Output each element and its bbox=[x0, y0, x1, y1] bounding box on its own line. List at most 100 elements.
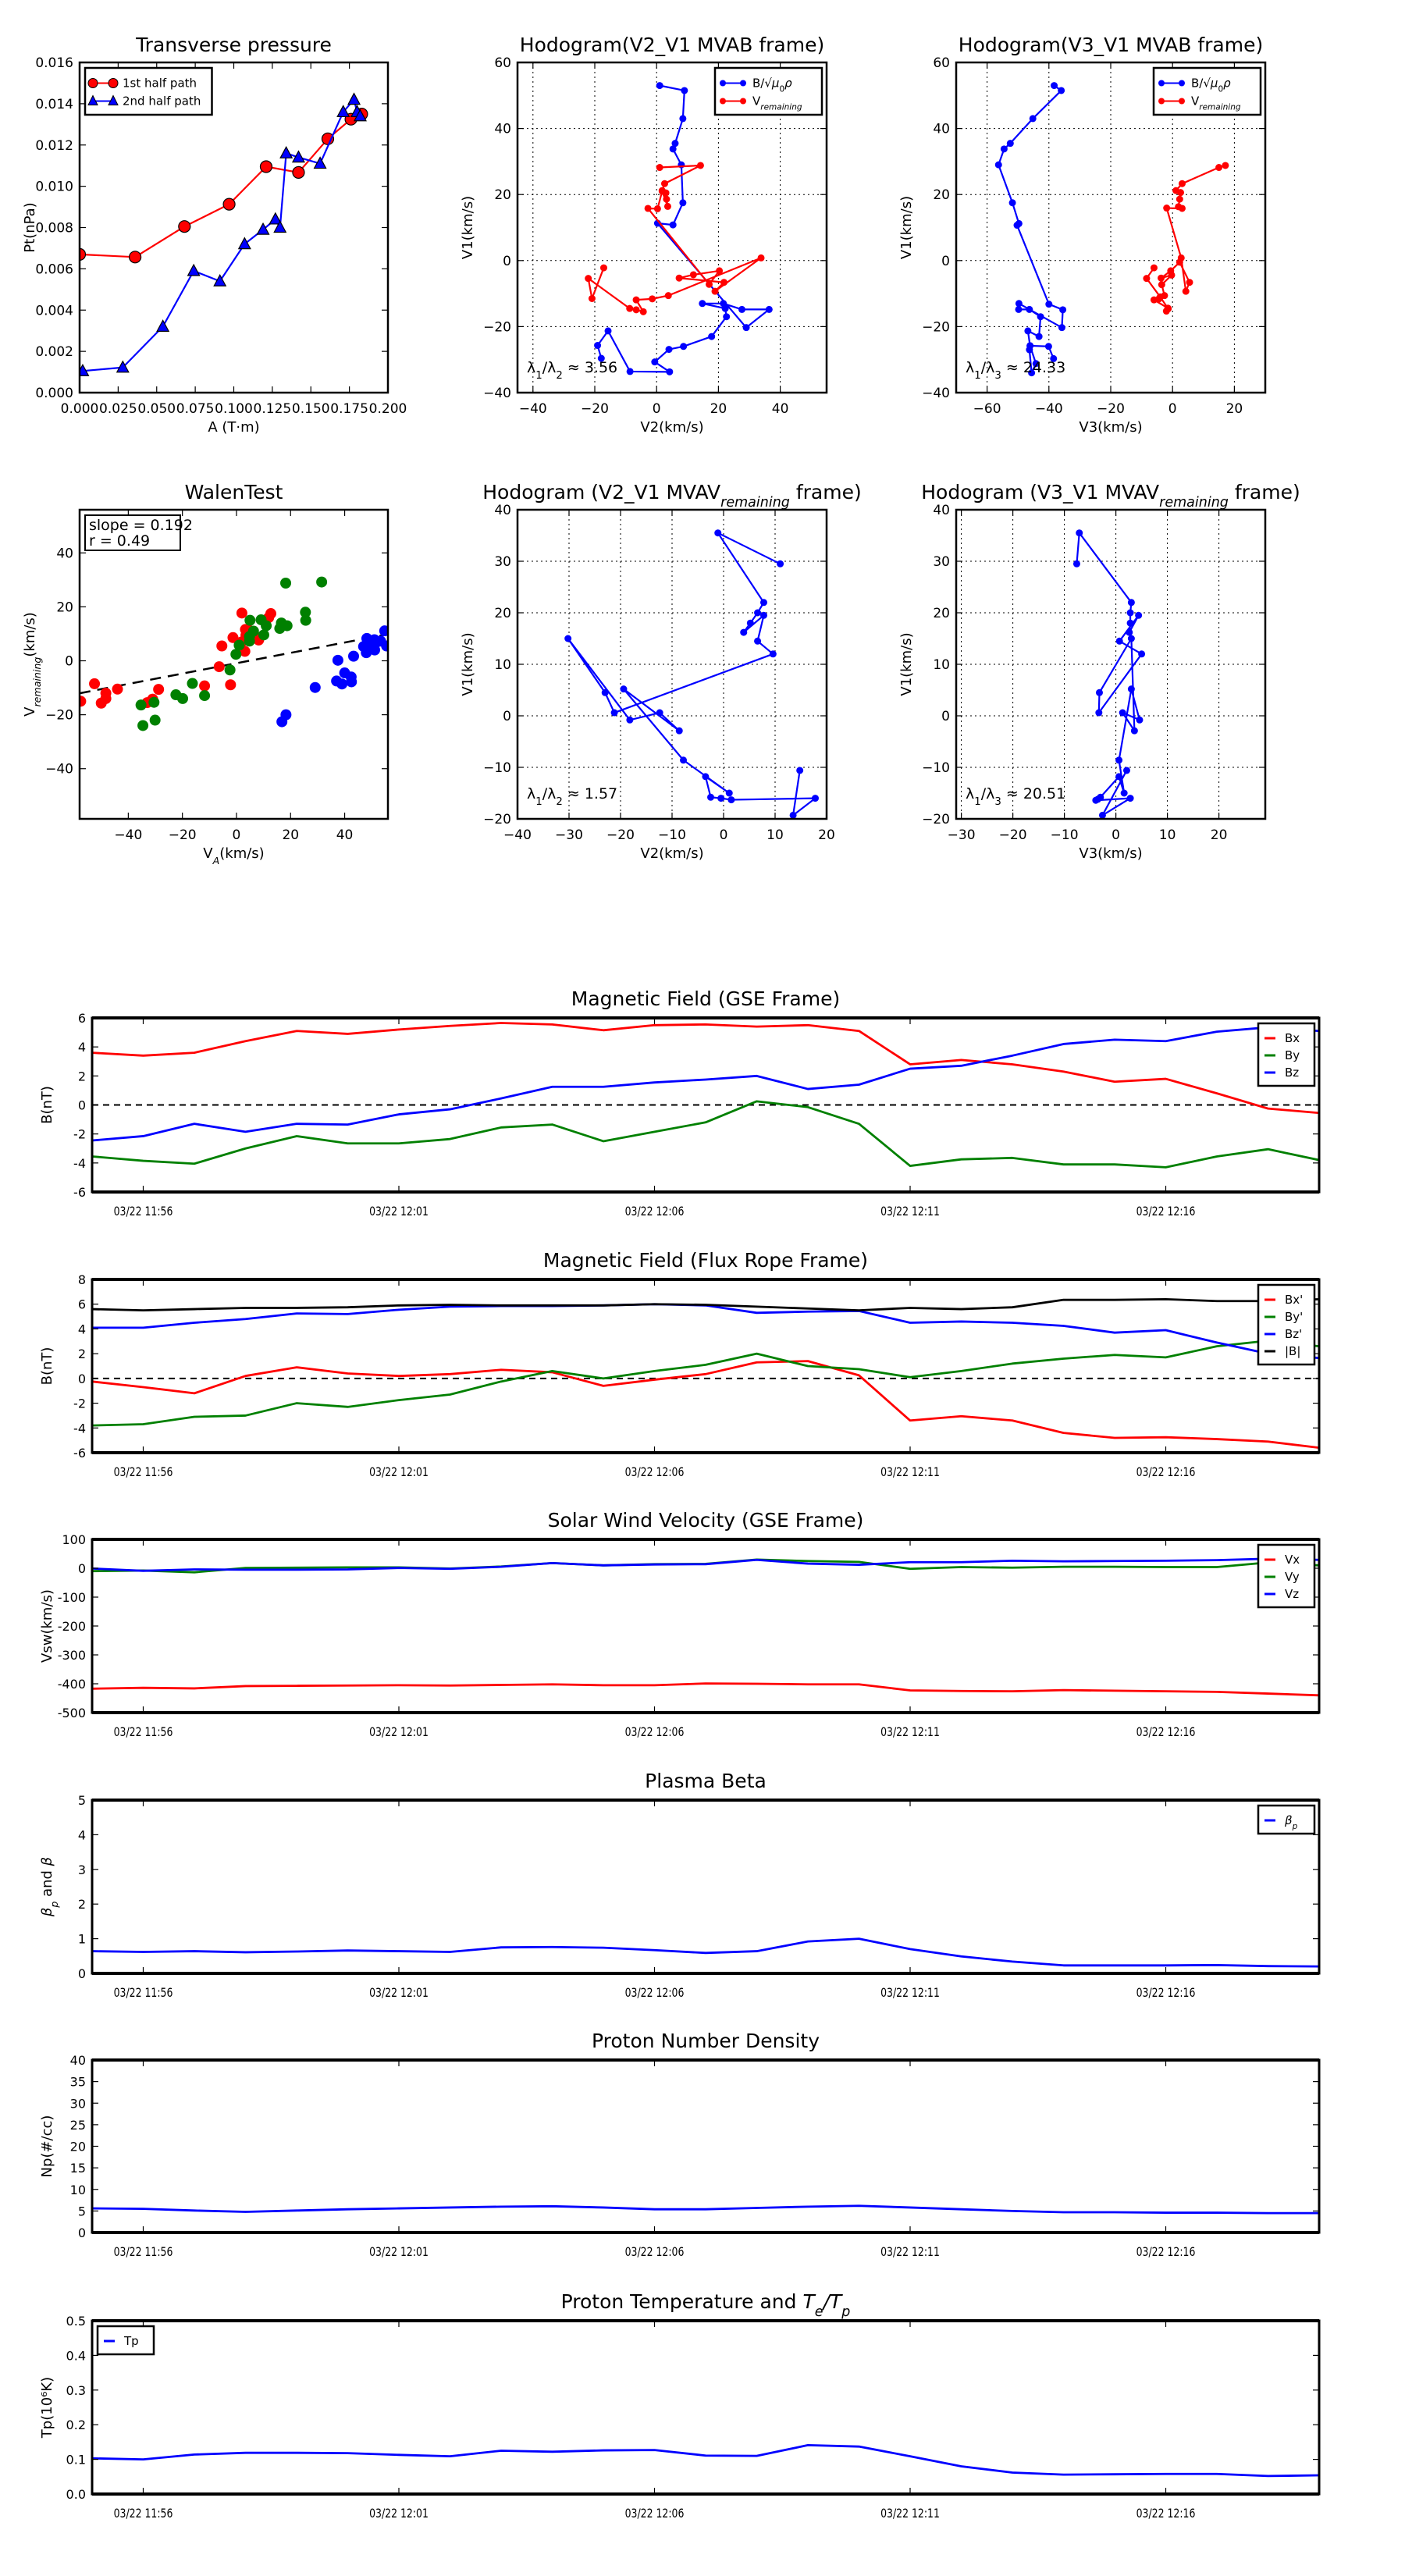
legend-label: Bx bbox=[1285, 1031, 1300, 1045]
y-tick-label: −20 bbox=[922, 812, 950, 827]
y-tick-label: 0.012 bbox=[35, 138, 73, 154]
legend-marker bbox=[740, 98, 746, 105]
data-point bbox=[721, 304, 729, 312]
y-tick-label: 30 bbox=[933, 554, 950, 570]
legend-label: Vx bbox=[1285, 1553, 1300, 1567]
data-point bbox=[727, 796, 735, 804]
y-tick-label: 5 bbox=[78, 1793, 86, 1808]
axes-frame bbox=[91, 1799, 1321, 1975]
y-tick-label: −10 bbox=[922, 760, 950, 776]
data-point bbox=[1150, 296, 1158, 304]
data-point bbox=[665, 346, 673, 354]
axes-frame bbox=[91, 2319, 1321, 2496]
data-point bbox=[1130, 727, 1138, 735]
data-point bbox=[178, 220, 191, 233]
eigenvalue-ratio-label: λ1/λ2 ≈ 1.57 bbox=[527, 785, 617, 808]
y-tick-label: 0.1 bbox=[66, 2453, 86, 2467]
data-point bbox=[1026, 342, 1034, 350]
y-tick-label: -2 bbox=[73, 1397, 86, 1411]
legend: βp bbox=[1257, 1804, 1316, 1835]
data-point bbox=[1115, 756, 1123, 764]
x-tick-label: 20 bbox=[710, 401, 727, 417]
plot-area bbox=[80, 92, 368, 376]
y-tick-label: 0.010 bbox=[35, 180, 73, 195]
series-line-|B| bbox=[92, 1297, 1319, 1312]
data-point bbox=[1072, 560, 1080, 568]
data-point bbox=[259, 160, 273, 173]
y-tick-label: 0 bbox=[941, 254, 950, 269]
data-point bbox=[1143, 275, 1151, 283]
data-point bbox=[1222, 162, 1229, 169]
y-tick-label: 20 bbox=[933, 606, 950, 621]
data-point bbox=[759, 599, 767, 607]
x-tick-label: −20 bbox=[606, 827, 635, 843]
data-point bbox=[626, 304, 634, 312]
y-tick-label: 40 bbox=[494, 503, 511, 518]
x-axis-label: A (T·m) bbox=[208, 419, 259, 436]
data-point bbox=[300, 614, 311, 626]
y-tick-label: 0 bbox=[503, 709, 511, 724]
data-point bbox=[740, 628, 748, 636]
data-point bbox=[1045, 301, 1053, 308]
x-tick-label: 0.050 bbox=[137, 401, 176, 417]
x-tick-label: 0.150 bbox=[292, 401, 330, 417]
x-tick-label: 03/22 12:06 bbox=[625, 1726, 685, 1740]
x-axis-label: VA(km/s) bbox=[203, 845, 264, 866]
x-tick-label: 0.175 bbox=[330, 401, 368, 417]
plot-area bbox=[92, 1297, 1319, 1450]
y-tick-label: 0.3 bbox=[66, 2383, 86, 2398]
data-point bbox=[669, 221, 677, 229]
legend-label: |B| bbox=[1285, 1344, 1300, 1358]
data-point bbox=[1059, 306, 1067, 314]
x-tick-label: −10 bbox=[658, 827, 686, 843]
data-point bbox=[230, 649, 242, 660]
y-tick-label: 0.4 bbox=[66, 2348, 86, 2363]
data-point bbox=[610, 709, 618, 717]
y-tick-label: 10 bbox=[933, 657, 950, 673]
data-point bbox=[1008, 199, 1016, 207]
data-point bbox=[1024, 327, 1032, 335]
legend-marker bbox=[108, 78, 119, 88]
data-point bbox=[599, 264, 607, 272]
data-point bbox=[100, 692, 112, 704]
data-point bbox=[994, 161, 1002, 169]
data-point bbox=[216, 640, 228, 652]
y-tick-label: 20 bbox=[494, 606, 511, 621]
x-tick-label: 03/22 12:11 bbox=[880, 2246, 940, 2260]
data-point bbox=[601, 688, 609, 696]
data-point bbox=[1028, 369, 1036, 377]
legend-label: B/√μ0ρ bbox=[1191, 76, 1231, 94]
data-point bbox=[811, 795, 819, 802]
y-tick-label: -2 bbox=[73, 1127, 86, 1142]
series-line-2nd half path bbox=[82, 98, 361, 372]
data-point bbox=[680, 756, 688, 764]
chart-title: Magnetic Field (GSE Frame) bbox=[571, 987, 840, 1010]
y-tick-label: 4 bbox=[78, 1040, 86, 1055]
y-tick-label: 0 bbox=[78, 1966, 86, 1981]
chart-title: Plasma Beta bbox=[645, 1770, 767, 1792]
y-tick-label: 6 bbox=[78, 1297, 86, 1312]
data-point bbox=[213, 661, 225, 673]
data-point bbox=[1138, 650, 1146, 658]
y-tick-label: 40 bbox=[70, 2053, 86, 2068]
legend: Tp bbox=[96, 2325, 155, 2356]
data-point bbox=[291, 150, 305, 163]
data-point bbox=[1126, 619, 1134, 627]
data-point bbox=[663, 195, 670, 203]
data-point bbox=[1029, 115, 1037, 123]
y-axis-label: Np(#/cc) bbox=[39, 2115, 55, 2178]
data-point bbox=[149, 714, 161, 726]
y-tick-label: 10 bbox=[70, 2183, 86, 2197]
data-point bbox=[708, 333, 716, 340]
x-tick-label: −20 bbox=[1097, 401, 1125, 417]
data-point bbox=[711, 287, 719, 295]
data-point bbox=[247, 625, 259, 637]
data-point bbox=[644, 205, 652, 212]
y-tick-label: 40 bbox=[933, 122, 950, 137]
y-tick-label: 0.008 bbox=[35, 221, 73, 237]
legend-box bbox=[1152, 66, 1262, 116]
chart-transverse-pressure: 0.000 0.025 0.050 0.075 0.100 0.125 0.150 0.175… bbox=[22, 34, 407, 436]
